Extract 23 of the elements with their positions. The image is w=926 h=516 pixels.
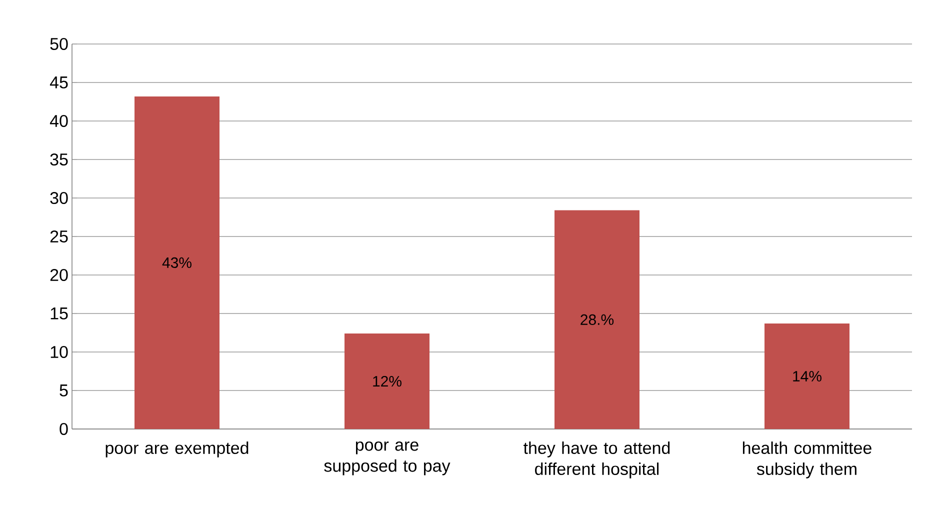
bar: [764, 324, 850, 429]
y-tick-label: 35: [50, 153, 68, 166]
y-tick-label: 40: [50, 114, 68, 128]
bar: [554, 210, 640, 429]
y-tick-label: 5: [60, 384, 68, 396]
data-label: 14%: [793, 371, 822, 382]
bar: [344, 334, 430, 429]
bar: [134, 96, 220, 429]
y-tick-label: 0: [60, 422, 68, 436]
y-tick-label: 10: [50, 346, 68, 358]
data-label: 28.%: [580, 314, 614, 325]
x-tick-label: poor are exempted: [106, 442, 248, 458]
y-tick-label: 15: [50, 308, 68, 320]
x-tick-label: they have to attend different hospital: [524, 442, 670, 478]
data-label: 43%: [162, 257, 192, 268]
y-tick-label: 45: [50, 76, 68, 88]
x-tick-label: health committee subsidy them: [742, 442, 872, 478]
y-tick-label: 50: [50, 38, 68, 50]
data-label: 12%: [373, 376, 402, 387]
x-tick-label: poor are supposed to pay: [324, 442, 450, 476]
y-tick-label: 25: [50, 230, 68, 243]
y-tick-label: 30: [50, 192, 68, 204]
y-tick-label: 20: [50, 268, 68, 282]
